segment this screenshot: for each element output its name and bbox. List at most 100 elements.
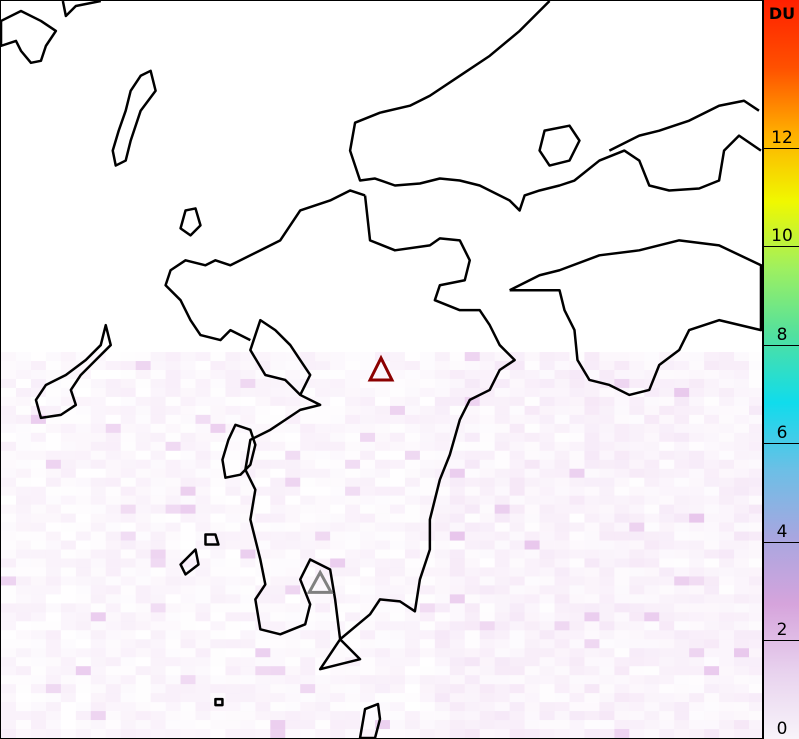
so2-pixel <box>554 648 570 658</box>
so2-pixel <box>599 711 615 721</box>
so2-pixel <box>734 495 750 505</box>
so2-pixel <box>150 396 166 406</box>
so2-pixel <box>614 702 630 712</box>
colorbar-tick-label: 12 <box>771 127 793 148</box>
so2-pixel <box>61 720 76 729</box>
so2-pixel <box>360 549 376 559</box>
so2-pixel <box>1 441 16 451</box>
so2-pixel <box>240 514 255 523</box>
so2-pixel <box>210 514 225 523</box>
so2-pixel <box>195 504 211 514</box>
so2-pixel <box>106 370 121 379</box>
so2-pixel <box>629 729 645 738</box>
so2-pixel <box>464 702 480 712</box>
so2-pixel <box>659 414 675 424</box>
so2-pixel <box>345 496 360 505</box>
so2-pixel <box>704 513 720 523</box>
so2-pixel <box>389 648 405 658</box>
so2-pixel <box>135 486 151 496</box>
so2-pixel <box>375 397 390 406</box>
so2-pixel <box>75 531 91 541</box>
so2-pixel <box>509 549 525 559</box>
so2-pixel <box>345 378 361 388</box>
so2-pixel <box>60 648 76 658</box>
so2-pixel <box>225 666 241 676</box>
so2-pixel <box>419 468 435 478</box>
so2-pixel <box>689 405 705 415</box>
so2-pixel <box>105 459 121 469</box>
so2-pixel <box>464 414 480 424</box>
so2-pixel <box>554 369 570 379</box>
so2-pixel <box>60 684 76 694</box>
so2-pixel <box>404 612 420 622</box>
so2-pixel <box>225 397 240 406</box>
so2-pixel <box>419 414 435 424</box>
so2-pixel <box>121 567 136 576</box>
so2-pixel <box>120 648 136 658</box>
so2-pixel <box>509 396 525 406</box>
so2-pixel <box>150 450 166 460</box>
so2-pixel <box>330 648 346 658</box>
so2-pixel <box>659 675 675 685</box>
so2-pixel <box>90 720 106 730</box>
so2-pixel <box>375 693 390 702</box>
so2-pixel <box>225 612 241 622</box>
so2-pixel <box>584 666 600 676</box>
so2-pixel <box>719 666 735 676</box>
so2-pixel <box>389 459 405 469</box>
so2-pixel <box>90 423 106 433</box>
so2-pixel <box>599 729 615 738</box>
so2-pixel <box>659 594 675 604</box>
so2-pixel <box>375 550 390 559</box>
so2-pixel <box>749 379 763 388</box>
so2-pixel <box>1 361 16 370</box>
so2-pixel <box>404 387 420 397</box>
so2-pixel <box>479 414 495 424</box>
so2-pixel <box>345 693 361 703</box>
so2-pixel <box>165 459 181 469</box>
so2-pixel <box>584 621 600 631</box>
so2-pixel <box>30 630 46 640</box>
so2-pixel <box>599 621 615 631</box>
so2-pixel <box>554 495 570 505</box>
so2-pixel <box>285 523 300 532</box>
so2-pixel <box>434 378 450 388</box>
so2-pixel <box>105 657 121 667</box>
so2-pixel <box>749 432 762 442</box>
so2-pixel <box>449 720 465 730</box>
so2-pixel <box>494 720 510 730</box>
so2-pixel <box>614 369 630 379</box>
so2-pixel <box>106 415 121 424</box>
so2-pixel <box>270 693 286 703</box>
so2-pixel <box>31 666 46 675</box>
so2-pixel <box>389 405 405 415</box>
so2-pixel <box>674 621 689 630</box>
so2-pixel <box>449 648 465 658</box>
so2-pixel <box>45 450 61 460</box>
so2-pixel <box>494 711 510 721</box>
so2-pixel <box>285 486 301 496</box>
so2-pixel <box>16 693 31 702</box>
so2-pixel <box>464 711 480 721</box>
so2-pixel <box>389 432 405 442</box>
so2-pixel <box>644 423 660 433</box>
so2-pixel <box>689 549 705 559</box>
so2-pixel <box>509 702 525 712</box>
so2-pixel <box>749 711 762 721</box>
so2-pixel <box>569 639 585 649</box>
so2-pixel <box>300 423 316 433</box>
so2-pixel <box>240 621 255 630</box>
so2-pixel <box>584 504 600 514</box>
so2-pixel <box>166 478 181 487</box>
so2-pixel <box>375 621 390 631</box>
so2-pixel <box>404 576 420 586</box>
so2-pixel <box>180 432 196 442</box>
so2-pixel <box>91 532 106 541</box>
so2-pixel <box>734 531 750 541</box>
so2-pixel <box>240 585 255 594</box>
so2-pixel <box>480 612 495 621</box>
so2-pixel <box>539 378 555 388</box>
so2-pixel <box>375 585 390 595</box>
so2-pixel <box>30 369 46 379</box>
so2-pixel <box>151 424 166 433</box>
